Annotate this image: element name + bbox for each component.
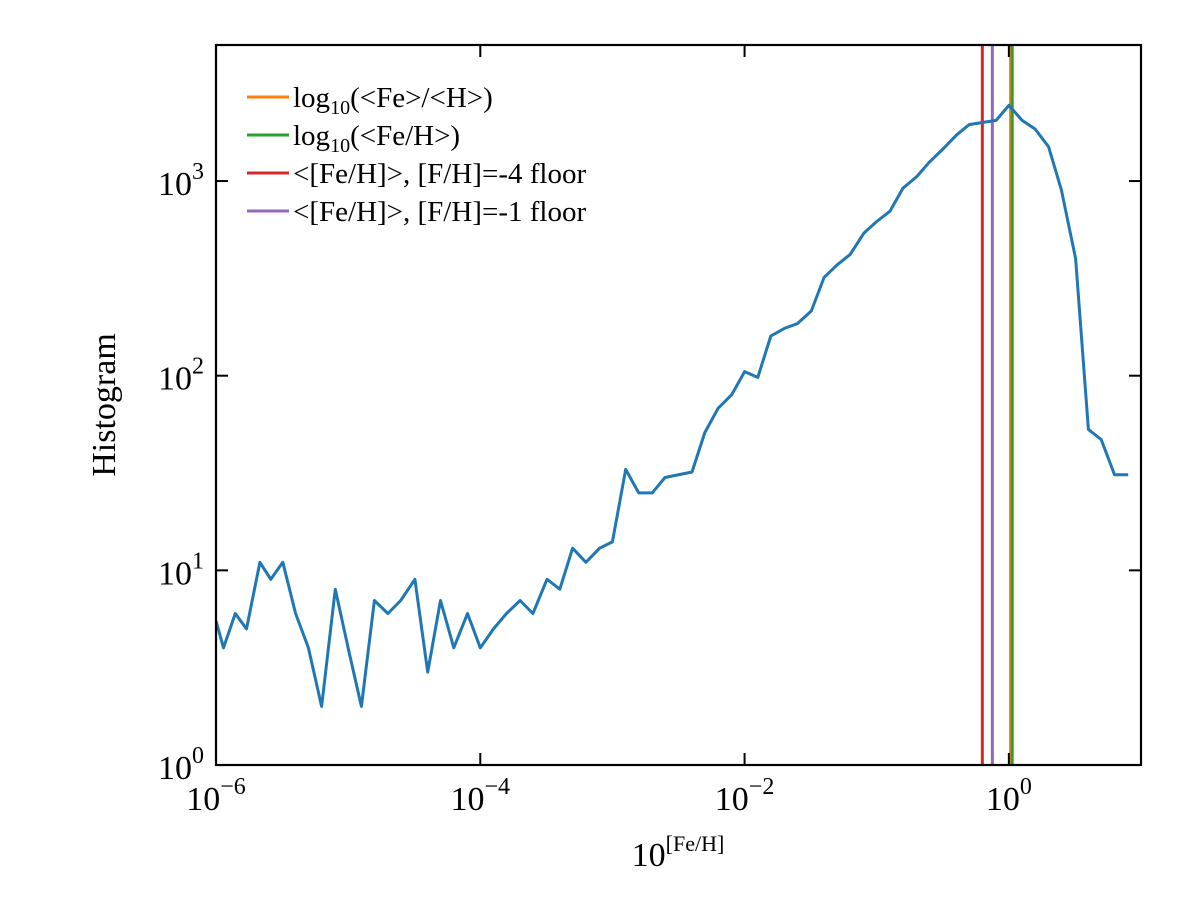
legend-label-2: <[Fe/H]>, [F/H]=-4 floor: [293, 158, 586, 190]
x-axis-label-sup: [Fe/H]: [666, 831, 725, 856]
y-tick-label-0: 100: [158, 743, 204, 787]
legend-label-0: log10(<Fe>/<H>): [293, 82, 493, 119]
legend: log10(<Fe>/<H>)log10(<Fe/H>)<[Fe/H]>, [F…: [247, 82, 586, 228]
axis-ticks: 10−6 10−4 10−2 100 100 101 102 103: [158, 45, 1141, 818]
x-axis-label-base: 10: [632, 837, 666, 874]
legend-label-1: log10(<Fe/H>): [293, 120, 460, 157]
plot-area: [216, 45, 1129, 765]
x-tick-label-3: 100: [986, 774, 1032, 818]
plot-frame: [214, 43, 1143, 767]
legend-label-3: <[Fe/H]>, [F/H]=-1 floor: [293, 196, 586, 228]
y-tick-label-3: 103: [158, 159, 204, 203]
y-tick-label-1: 101: [158, 548, 204, 592]
x-tick-label-1: 10−4: [451, 774, 511, 818]
x-tick-label-0: 10−6: [186, 774, 246, 818]
series-line-0: [216, 103, 1129, 708]
x-axis-label: 10[Fe/H]: [632, 831, 725, 874]
x-tick-label-2: 10−2: [715, 774, 775, 818]
y-axis-label: Histogram: [86, 333, 123, 477]
y-tick-label-2: 102: [158, 354, 204, 398]
